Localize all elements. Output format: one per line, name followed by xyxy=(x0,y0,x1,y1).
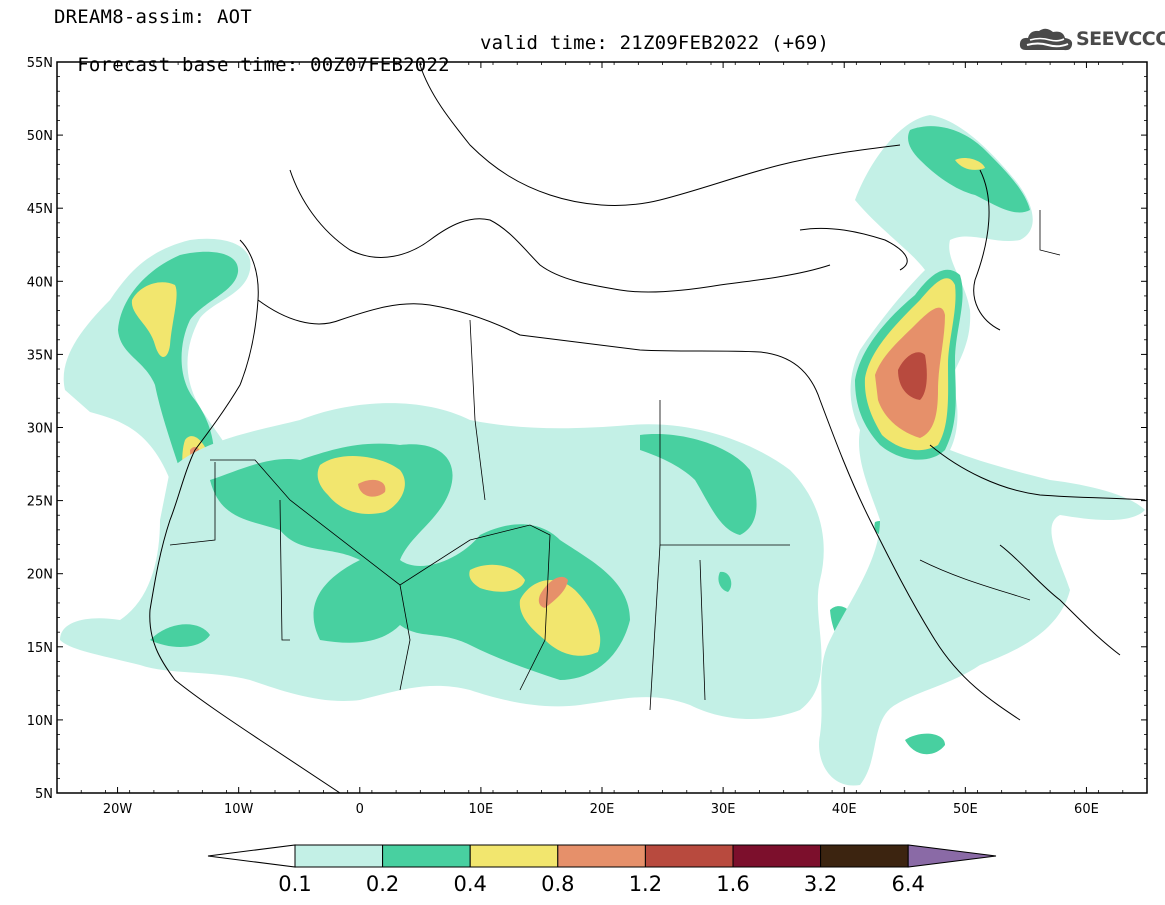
colorbar-label: 1.2 xyxy=(629,872,662,896)
lon-tick-label: 10W xyxy=(224,802,254,817)
lat-tick-label: 10N xyxy=(27,714,53,729)
colorbar-box xyxy=(644,844,734,868)
lon-tick-label: 10E xyxy=(469,802,494,817)
colorbar-label: 0.2 xyxy=(366,872,399,896)
colorbar-box xyxy=(382,844,471,868)
lat-tick-label: 25N xyxy=(27,495,53,510)
colorbar-box xyxy=(732,844,822,868)
colorbar-box xyxy=(294,844,384,868)
lon-tick-label: 0 xyxy=(356,802,364,817)
colorbar-box xyxy=(469,844,559,868)
lat-tick-label: 45N xyxy=(27,202,53,217)
lat-tick-label: 5N xyxy=(35,787,53,802)
colorbar-label: 0.8 xyxy=(541,872,574,896)
base-time: Forecast base time: 00Z07FEB2022 xyxy=(77,54,450,76)
seevccc-logo: SEEVCCC xyxy=(1018,26,1165,56)
forecast-times: Forecast base time: 00Z07FEB2022 valid t… xyxy=(54,32,829,98)
colorbar-label: 3.2 xyxy=(804,872,837,896)
lat-tick-label: 40N xyxy=(27,275,53,290)
lat-tick-label: 50N xyxy=(27,129,53,144)
colorbar-box xyxy=(557,844,646,868)
lat-tick-label: 35N xyxy=(27,348,53,363)
axis-ticks xyxy=(56,61,1148,794)
map-title: DREAM8-assim: AOT xyxy=(54,6,252,28)
lon-tick-label: 30E xyxy=(711,802,736,817)
lon-tick-label: 50E xyxy=(953,802,978,817)
colorbar-label: 0.4 xyxy=(453,872,486,896)
aot-field xyxy=(60,115,1145,786)
lat-tick-label: 15N xyxy=(27,641,53,656)
colorbar: 0.1 0.2 0.4 0.8 1.2 1.6 3.2 6.4 xyxy=(207,844,997,896)
lat-tick-label: 30N xyxy=(27,422,53,437)
coastlines xyxy=(149,64,1146,793)
country-borders xyxy=(169,210,1061,711)
colorbar-label: 1.6 xyxy=(716,872,749,896)
lon-tick-label: 20W xyxy=(103,802,133,817)
lon-tick-label: 20E xyxy=(590,802,615,817)
valid-time: valid time: 21Z09FEB2022 (+69) xyxy=(480,32,830,54)
cloud-icon xyxy=(1019,28,1073,51)
colorbar-box xyxy=(820,844,909,868)
lon-tick-label: 40E xyxy=(832,802,857,817)
colorbar-label: 6.4 xyxy=(891,872,924,896)
colorbar-label: 0.1 xyxy=(278,872,311,896)
lat-tick-label: 55N xyxy=(27,56,53,71)
colorbar-over-arrow xyxy=(907,844,997,868)
axis-labels: 55N 50N 45N 40N 35N 30N 25N 20N 15N 10N 5N 20W 10W 0 1… xyxy=(27,56,1099,817)
lon-tick-label: 60E xyxy=(1074,802,1099,817)
lat-tick-label: 20N xyxy=(27,568,53,583)
logo-text: SEEVCCC xyxy=(1076,28,1165,50)
colorbar-under-arrow xyxy=(207,844,296,868)
